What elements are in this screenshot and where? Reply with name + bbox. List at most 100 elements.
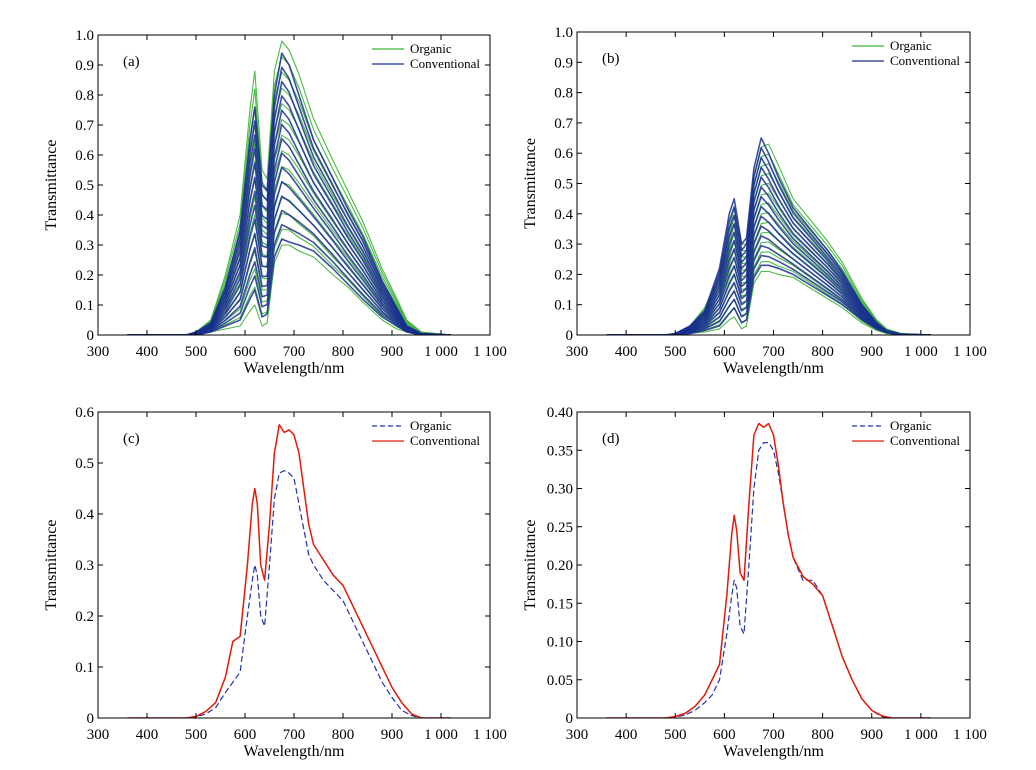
panel-b: 300 400 500 600 700 800 900 1 000 1 10000.10.20.… xyxy=(522,25,987,377)
x-tick-label: 900 xyxy=(381,727,404,743)
conventional-spectrum-line xyxy=(127,66,451,335)
organic-spectrum-line xyxy=(127,40,451,335)
y-tick-label: 0.3 xyxy=(75,238,94,254)
y-tick-label: 0.8 xyxy=(75,88,94,104)
y-tick-label: 0.10 xyxy=(547,635,573,651)
legend-label-conventional: Conventional xyxy=(410,56,480,71)
y-tick-label: 0 xyxy=(566,711,574,727)
organic-spectrum-line xyxy=(606,163,931,335)
y-tick-label: 0.35 xyxy=(547,443,573,459)
legend-label-organic: Organic xyxy=(410,418,452,433)
plot-area xyxy=(127,424,451,718)
conventional-series-line xyxy=(606,422,931,718)
conventional-series-line xyxy=(127,424,451,718)
y-tick-label: 0.5 xyxy=(75,178,94,194)
x-tick-label: 800 xyxy=(332,344,355,360)
y-tick-label: 1.0 xyxy=(75,28,94,44)
conventional-spectrum-line xyxy=(127,209,451,335)
y-tick-label: 0 xyxy=(87,328,95,344)
y-tick-label: 0.6 xyxy=(75,148,94,164)
organic-spectrum-line xyxy=(606,270,931,335)
panel-label: (b) xyxy=(602,51,620,67)
axes-frame xyxy=(576,31,971,336)
plot-area xyxy=(606,422,931,718)
x-tick-label: 700 xyxy=(283,344,306,360)
y-tick-label: 0.30 xyxy=(547,482,573,498)
x-tick-label: 1 000 xyxy=(904,344,938,360)
conventional-spectrum-line xyxy=(127,195,451,335)
conventional-spectrum-line xyxy=(606,235,931,335)
y-tick-label: 0.1 xyxy=(75,660,94,676)
panel-label: (d) xyxy=(602,431,620,447)
organic-spectrum-line xyxy=(127,118,451,335)
x-tick-label: 600 xyxy=(713,727,736,743)
x-tick-label: 600 xyxy=(234,727,257,743)
conventional-spectrum-line xyxy=(127,223,451,335)
legend-label-conventional: Conventional xyxy=(890,433,960,448)
organic-spectrum-line xyxy=(127,56,451,335)
conventional-spectrum-line xyxy=(606,147,931,335)
x-tick-label: 800 xyxy=(332,727,355,743)
x-tick-label: 1 100 xyxy=(473,344,507,360)
legend-label-conventional: Conventional xyxy=(410,433,480,448)
legend-label-organic: Organic xyxy=(890,418,932,433)
y-tick-label: 0.4 xyxy=(554,207,573,223)
organic-spectrum-line xyxy=(127,244,451,335)
organic-spectrum-line xyxy=(127,71,451,335)
x-tick-label: 700 xyxy=(762,344,785,360)
x-tick-label: 1 100 xyxy=(473,727,507,743)
organic-spectrum-line xyxy=(606,153,931,335)
y-tick-label: 0.9 xyxy=(75,58,94,74)
y-tick-label: 0.2 xyxy=(75,268,94,284)
x-tick-label: 600 xyxy=(713,344,736,360)
x-tick-label: 400 xyxy=(615,727,638,743)
conventional-spectrum-line xyxy=(127,138,451,335)
x-tick-label: 1 000 xyxy=(424,344,458,360)
conventional-spectrum-line xyxy=(127,152,451,335)
conventional-spectrum-line xyxy=(127,123,451,335)
y-tick-label: 0.1 xyxy=(75,298,94,314)
y-tick-label: 0.7 xyxy=(75,118,94,134)
conventional-spectrum-line xyxy=(127,52,451,335)
x-tick-label: 700 xyxy=(762,727,785,743)
x-tick-label: 300 xyxy=(87,727,110,743)
conventional-spectrum-line xyxy=(127,80,451,335)
y-axis-label: Transmittance xyxy=(43,520,60,611)
x-tick-label: 400 xyxy=(136,727,159,743)
conventional-spectrum-line xyxy=(127,181,451,335)
panel-label: (a) xyxy=(123,54,140,70)
x-tick-label: 300 xyxy=(87,344,110,360)
y-tick-label: 0.4 xyxy=(75,208,94,224)
organic-series-line xyxy=(127,470,451,718)
x-tick-label: 1 100 xyxy=(953,727,987,743)
x-axis-label: Wavelength/nm xyxy=(244,743,345,760)
conventional-spectrum-line xyxy=(606,215,931,335)
y-tick-label: 0.20 xyxy=(547,558,573,574)
organic-spectrum-line xyxy=(127,150,451,335)
y-tick-label: 0 xyxy=(566,328,574,344)
axes-frame xyxy=(97,411,491,719)
y-tick-label: 0.9 xyxy=(554,55,573,71)
x-tick-label: 700 xyxy=(283,727,306,743)
y-tick-label: 1.0 xyxy=(554,25,573,41)
x-tick-label: 300 xyxy=(566,344,589,360)
plot-area xyxy=(127,40,451,335)
x-tick-label: 900 xyxy=(381,344,404,360)
panel-label: (c) xyxy=(123,431,140,447)
organic-series-line xyxy=(606,442,931,718)
legend-label-organic: Organic xyxy=(890,38,932,53)
x-tick-label: 500 xyxy=(185,727,208,743)
y-tick-label: 0.5 xyxy=(554,177,573,193)
conventional-spectrum-line xyxy=(127,109,451,335)
x-tick-label: 900 xyxy=(861,344,884,360)
organic-spectrum-line xyxy=(606,261,931,335)
x-tick-label: 300 xyxy=(566,727,589,743)
conventional-spectrum-line xyxy=(606,244,931,335)
x-tick-label: 400 xyxy=(615,344,638,360)
x-tick-label: 1 100 xyxy=(953,344,987,360)
organic-spectrum-line xyxy=(606,251,931,335)
y-tick-label: 0.2 xyxy=(75,609,94,625)
x-tick-label: 900 xyxy=(861,727,884,743)
y-tick-label: 0.25 xyxy=(547,520,573,536)
